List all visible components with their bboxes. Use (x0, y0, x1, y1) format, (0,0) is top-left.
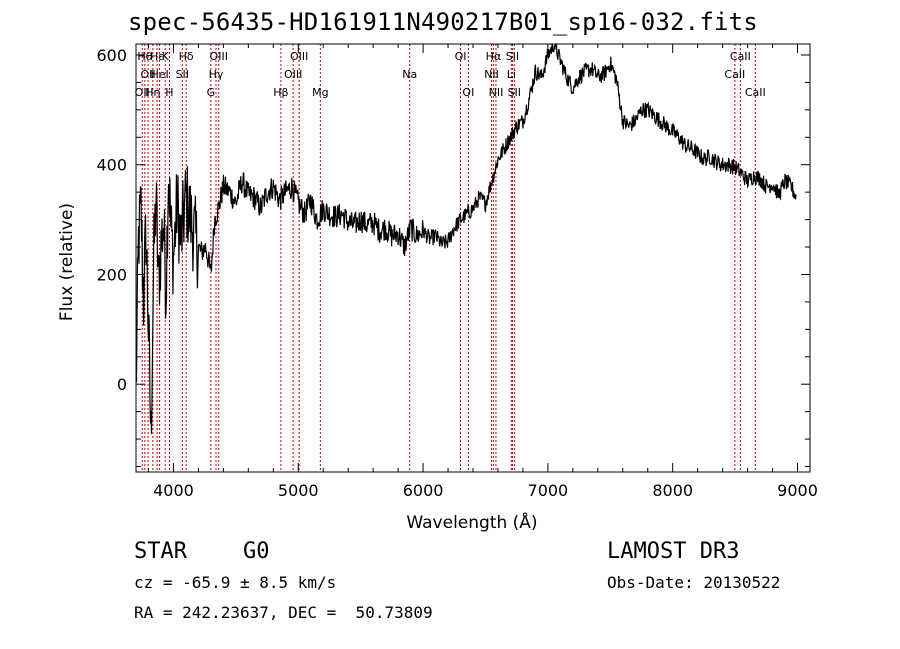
plot-frame (135, 43, 811, 473)
spectral-line-labels: OIIHθOIIHηHεHeIKHSIIHδGHγOIIIHβOIIIOIIIM… (135, 50, 766, 99)
line-label: OIII (290, 50, 308, 63)
line-label: G (207, 86, 216, 99)
x-tick-label: 7000 (528, 481, 569, 500)
line-label: Hθ (137, 50, 152, 63)
x-tick-label: 6000 (403, 481, 444, 500)
line-label: Hε (150, 50, 164, 63)
y-tick-label: 400 (96, 156, 127, 175)
line-label: OII (141, 68, 156, 81)
x-tick-label: 4000 (153, 481, 194, 500)
spectral-line-markers (141, 44, 756, 472)
y-tick-label: 0 (117, 375, 127, 394)
line-label: CaII (745, 86, 766, 99)
y-tick-label: 600 (96, 46, 127, 65)
x-tick-label: 8000 (652, 481, 693, 500)
chart-title: spec-56435-HD161911N490217B01_sp16-032.f… (128, 8, 758, 36)
line-label: Li (507, 68, 516, 81)
line-label: NII (489, 86, 504, 99)
spectrum-series-line (135, 43, 797, 434)
redshift-value: cz = -65.9 ± 8.5 km/s (134, 573, 337, 592)
line-label: H (165, 86, 173, 99)
observation-date: Obs-Date: 20130522 (607, 573, 781, 592)
line-label: OII (135, 86, 150, 99)
line-label: OI (455, 50, 467, 63)
y-axis-label: Flux (relative) (57, 203, 77, 321)
line-label: Mg (312, 86, 328, 99)
line-label: Hδ (179, 50, 194, 63)
survey-name: LAMOST DR3 (607, 539, 740, 564)
line-label: HeI (150, 68, 168, 81)
line-label: SII (506, 50, 519, 63)
line-label: OIII (210, 50, 228, 63)
axis-ticks: 4000 5000 6000 7000 8000 9000 0 200 400 600 (96, 44, 818, 500)
y-tick-label: 200 (96, 265, 127, 284)
line-label: SII (508, 86, 521, 99)
line-label: NII (484, 68, 499, 81)
subclass: G0 (243, 539, 270, 564)
line-label: SII (176, 68, 189, 81)
line-label: Hγ (209, 68, 224, 81)
x-axis-label: Wavelength (Å) (406, 511, 537, 533)
x-tick-label: 9000 (777, 481, 818, 500)
line-label: Hα (486, 50, 502, 63)
line-label: CaII (724, 68, 745, 81)
line-label: CaII (730, 50, 751, 63)
object-class: STAR (134, 539, 187, 564)
x-tick-label: 5000 (278, 481, 319, 500)
line-label: Na (402, 68, 417, 81)
line-label: K (162, 50, 170, 63)
line-label: Hη (145, 86, 160, 99)
line-label: OI (462, 86, 474, 99)
coordinates: RA = 242.23637, DEC = 50.73809 (134, 603, 433, 622)
line-label: OIII (284, 68, 302, 81)
line-label: Hβ (273, 86, 288, 99)
